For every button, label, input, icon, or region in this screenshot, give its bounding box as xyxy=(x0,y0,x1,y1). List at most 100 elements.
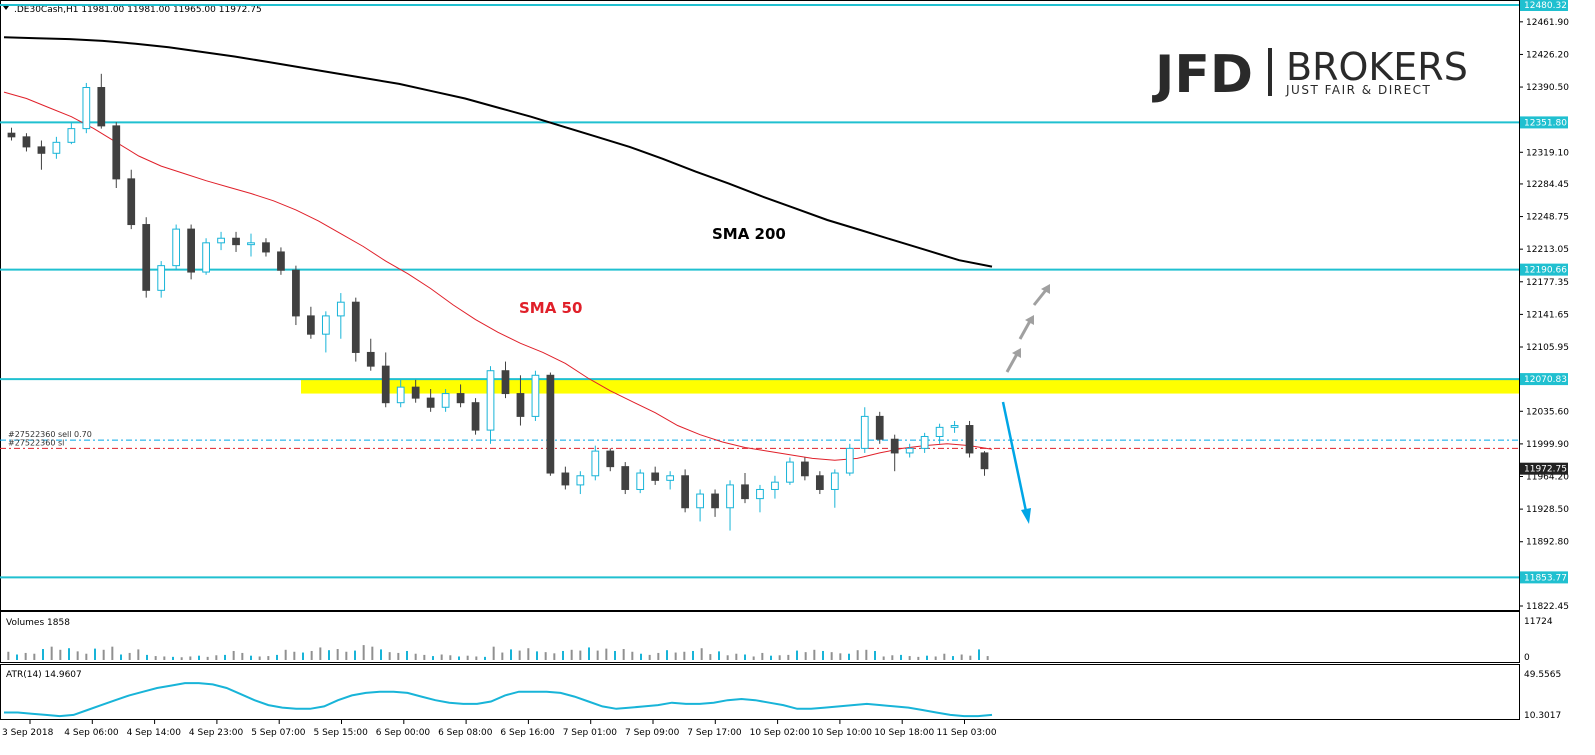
volume-bar xyxy=(267,656,270,660)
volume-bar xyxy=(397,652,400,660)
volume-bar xyxy=(7,651,10,660)
atr-label: ATR(14) 14.9607 xyxy=(6,670,82,680)
volume-bar xyxy=(553,653,556,660)
header-dropdown-icon[interactable] xyxy=(3,6,9,10)
candle-body xyxy=(97,87,106,127)
volume-bar xyxy=(813,649,816,660)
volume-bar xyxy=(215,655,218,660)
volume-bar xyxy=(822,650,824,660)
price-tick-label: 12105.95 xyxy=(1526,343,1569,353)
candle-body xyxy=(651,472,660,481)
candle-body xyxy=(845,447,854,474)
volume-bar xyxy=(510,649,512,660)
time-tick-label: 7 Sep 17:00 xyxy=(687,728,742,738)
order-line-label: #27522360 sl xyxy=(8,438,64,447)
volume-bar xyxy=(518,650,521,660)
candle-body xyxy=(396,386,405,404)
volume-bar xyxy=(527,648,530,660)
main-pane-border xyxy=(0,0,1520,611)
volume-bar xyxy=(778,655,781,660)
volume-bar xyxy=(458,656,460,660)
volume-bar xyxy=(657,652,660,660)
logo-jfd: JFD xyxy=(1152,45,1253,105)
candle-body xyxy=(277,251,285,271)
volume-bar xyxy=(310,650,313,660)
bullish-arrow-head xyxy=(1041,284,1050,294)
price-tick-label: 12248.75 xyxy=(1526,213,1569,223)
candle-body xyxy=(636,472,645,490)
candle-body xyxy=(771,481,779,490)
candle-body xyxy=(411,386,420,399)
volume-bar xyxy=(120,654,122,660)
volume-bar xyxy=(33,653,36,660)
candle-body xyxy=(890,438,899,454)
volume-pane-group xyxy=(7,645,989,660)
candle-body xyxy=(696,493,704,509)
volume-bar xyxy=(102,649,105,660)
volume-bar xyxy=(874,650,876,660)
volume-bar xyxy=(336,649,339,660)
volume-bar xyxy=(258,656,261,660)
candle-body xyxy=(606,450,615,468)
time-tick-label: 11 Sep 03:00 xyxy=(937,728,997,738)
volume-bar xyxy=(692,650,694,660)
volume-bar xyxy=(440,654,443,660)
volume-bar xyxy=(865,649,868,660)
volume-bar xyxy=(700,648,703,660)
volume-bar xyxy=(302,652,304,660)
yellow-zone xyxy=(301,379,1519,394)
volume-bar xyxy=(943,653,946,660)
volume-bar xyxy=(466,655,469,660)
forecast-arrows-group xyxy=(1001,284,1050,524)
candle-body xyxy=(561,472,570,486)
volume-bar xyxy=(674,652,677,660)
price-axis-group: 12461.90 12426.20 12390.50 12319.10 12284.45… xyxy=(1519,18,1569,612)
volume-bar xyxy=(492,646,495,660)
time-tick-label: 4 Sep 06:00 xyxy=(64,728,119,738)
volume-bar xyxy=(614,650,616,660)
candle-body xyxy=(531,374,540,417)
candle-body xyxy=(22,136,31,148)
candle-body xyxy=(232,237,240,246)
volume-bar xyxy=(856,650,859,660)
candle-body xyxy=(980,452,989,470)
candle-body xyxy=(426,397,435,408)
candle-body xyxy=(307,315,315,335)
candle-body xyxy=(965,425,974,454)
volume-bar xyxy=(986,656,989,660)
time-tick-label: 3 Sep 2018 xyxy=(2,728,54,738)
current-price-tag xyxy=(1520,462,1568,475)
candle-body xyxy=(366,351,375,367)
time-tick-label: 6 Sep 16:00 xyxy=(500,728,555,738)
volume-bar xyxy=(709,654,712,660)
volume-bar xyxy=(839,653,842,660)
candle-body xyxy=(7,132,16,138)
candle-body xyxy=(37,146,46,154)
volume-bar xyxy=(570,649,573,660)
candle-body xyxy=(112,125,121,180)
volume-bar xyxy=(952,656,954,660)
candle-body xyxy=(82,87,91,130)
volume-bar xyxy=(172,656,174,660)
price-tick-label: 12177.35 xyxy=(1526,278,1569,288)
candle-body xyxy=(172,228,181,267)
candle-body xyxy=(756,488,764,500)
candle-body xyxy=(726,484,734,509)
time-tick-label: 5 Sep 07:00 xyxy=(251,728,306,738)
price-tick-label: 12426.20 xyxy=(1526,50,1569,60)
volume-bar xyxy=(414,653,417,660)
volume-bar xyxy=(735,653,738,660)
volume-bar xyxy=(180,657,183,660)
volume-bar xyxy=(934,656,937,660)
candle-body xyxy=(441,393,450,408)
volume-bar xyxy=(232,650,235,660)
volume-bar xyxy=(371,646,374,660)
volume-bar xyxy=(631,651,634,660)
candle-body xyxy=(591,450,600,477)
candle-body xyxy=(621,466,630,490)
logo-tagline: JUST FAIR & DIRECT xyxy=(1285,83,1431,97)
time-axis-group: 3 Sep 2018 4 Sep 06:00 4 Sep 14:00 4 Sep 23… xyxy=(2,720,997,738)
candle-body xyxy=(247,242,255,246)
volume-bar xyxy=(449,655,452,660)
candle-body xyxy=(262,242,270,253)
